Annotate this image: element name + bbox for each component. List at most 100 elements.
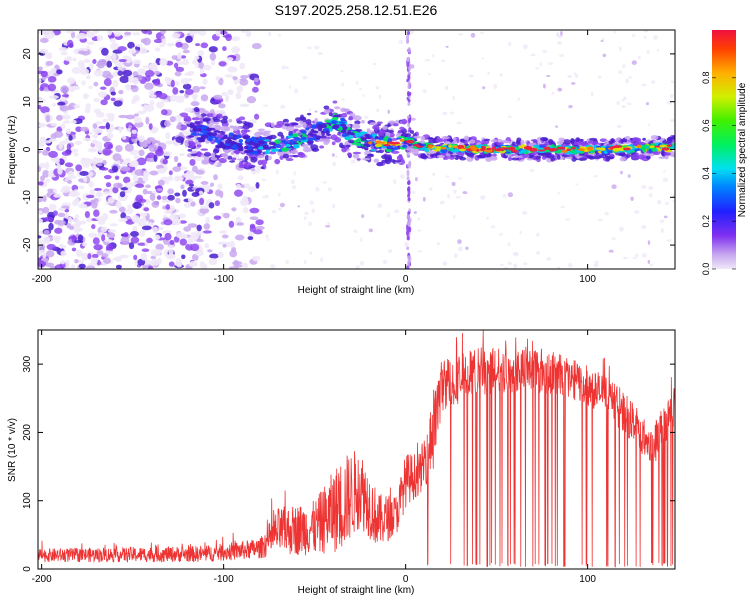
spectrogram-cell: [328, 128, 333, 132]
spectrogram-cell: [235, 48, 241, 52]
spectrogram-cell: [236, 85, 244, 93]
spectrogram-cell: [251, 146, 259, 149]
spectrogram-cell: [127, 41, 135, 49]
spectrogram-cell: [493, 84, 498, 89]
spectrogram-cell: [221, 153, 228, 158]
spectrogram-cell: [362, 94, 366, 97]
spectrogram-cell: [174, 71, 182, 77]
spectrogram-cell: [254, 113, 260, 120]
spectrogram-cell: [468, 74, 474, 78]
spectrogram-cell: [341, 82, 345, 87]
spectrogram-cell: [92, 30, 100, 34]
spectrogram-cell: [513, 251, 519, 257]
spectrogram-cell: [284, 123, 290, 127]
spectrogram-cell: [514, 154, 519, 159]
spectrogram-cell: [586, 146, 594, 151]
spectrogram-cell: [341, 132, 348, 138]
colorbar-ticks: 0.0 0.2 0.4 0.6 0.8: [701, 72, 736, 275]
spectrogram-cell: [227, 89, 234, 96]
spectrogram-cell: [508, 148, 513, 151]
spectrogram-cell: [258, 146, 265, 150]
spectrogram-cell: [176, 262, 182, 268]
spectrogram-cell: [445, 45, 449, 48]
spectrogram-cell: [112, 257, 122, 262]
spectrogram-cell: [39, 86, 45, 92]
spectrogram-cell: [565, 218, 571, 221]
spectrogram-cell: [132, 175, 139, 181]
spectrogram-cell: [597, 218, 603, 222]
spectrogram-cell: [169, 94, 178, 102]
spectrogram-cell: [115, 145, 123, 153]
snr-axes: -200 -100 0 100 0 100 200 300: [22, 330, 675, 585]
spectrogram-cell: [57, 212, 66, 218]
spectrogram-cell: [110, 97, 116, 102]
spectrogram-cell: [42, 258, 49, 263]
spectrogram-cell: [529, 147, 538, 152]
spectrogram-cell: [432, 172, 436, 177]
spectrogram-cell: [56, 114, 63, 121]
spectrogram-cell: [42, 195, 47, 203]
spectrogram-cell: [210, 132, 218, 136]
spectrogram-cell: [229, 240, 236, 248]
spectrogram-cell: [200, 181, 209, 185]
spectrogram-cell: [440, 146, 447, 150]
spectrogram-cell: [177, 52, 182, 60]
spectrogram-cell: [590, 140, 599, 145]
spectrogram-cell: [140, 252, 148, 261]
spectrogram-cell: [611, 184, 617, 190]
spectrogram-cell: [106, 132, 114, 139]
spectrogram-cell: [651, 147, 657, 152]
spectrogram-cell: [100, 99, 108, 106]
snr-frame: [37, 329, 676, 570]
spectrogram-cell: [392, 123, 399, 127]
spectrogram-cell: [407, 197, 411, 202]
spectrogram-cell: [491, 146, 497, 150]
spectrogram-cell: [131, 99, 136, 104]
spectrogram-cell: [602, 53, 607, 58]
spectrogram-cell: [111, 52, 117, 60]
spectrogram-cell: [187, 238, 193, 245]
spectrogram-cell: [206, 136, 213, 141]
spectrogram-cell: [412, 191, 416, 194]
spectrogram-cell: [202, 118, 211, 122]
spectrogram-cell: [499, 73, 503, 77]
spectrogram-cell: [508, 41, 512, 47]
spectrogram-cell: [222, 46, 227, 52]
spectrogram-cell: [189, 158, 196, 166]
spectrogram-cell: [267, 146, 272, 150]
spectrogram-cell: [246, 149, 254, 153]
spectrogram-cell: [242, 206, 249, 214]
spectrogram-cell: [141, 248, 150, 253]
spectrogram-cell: [375, 86, 380, 90]
spectrogram-cell: [106, 60, 113, 68]
spectrogram-cell: [285, 259, 289, 264]
spectrogram-cell: [69, 148, 79, 153]
spectrogram-cell: [46, 243, 56, 251]
spectrogram-cell: [413, 211, 417, 214]
spectrogram-cell: [45, 114, 51, 123]
spectrogram-cell: [512, 141, 516, 146]
spectrogram-cell: [54, 157, 60, 165]
spectrogram-cell: [177, 162, 182, 168]
spectrogram-cell: [458, 246, 463, 252]
spectrogram-cell: [386, 145, 394, 149]
spectrogram-cell: [253, 77, 259, 83]
spectrogram-cell: [198, 61, 205, 69]
spectrogram-cell: [199, 261, 205, 268]
spectrogram-cell: [243, 145, 249, 150]
spectrogram-cell: [257, 154, 265, 159]
spectrogram-cell: [68, 134, 73, 141]
spectrogram-cell: [487, 71, 491, 75]
spectrogram-cell: [387, 249, 393, 254]
spectrogram-cell: [222, 243, 227, 248]
spectrogram-cell: [533, 144, 540, 148]
spectrogram-cell: [151, 62, 158, 68]
spectrogram-cell: [173, 236, 180, 243]
spectrogram-cell: [243, 129, 251, 133]
spectrogram-cell: [306, 112, 312, 116]
spectrogram-cell: [580, 138, 584, 142]
spectrogram-cell: [113, 182, 123, 189]
spectrogram-cell: [428, 137, 437, 144]
spectrogram-cell: [77, 60, 85, 69]
